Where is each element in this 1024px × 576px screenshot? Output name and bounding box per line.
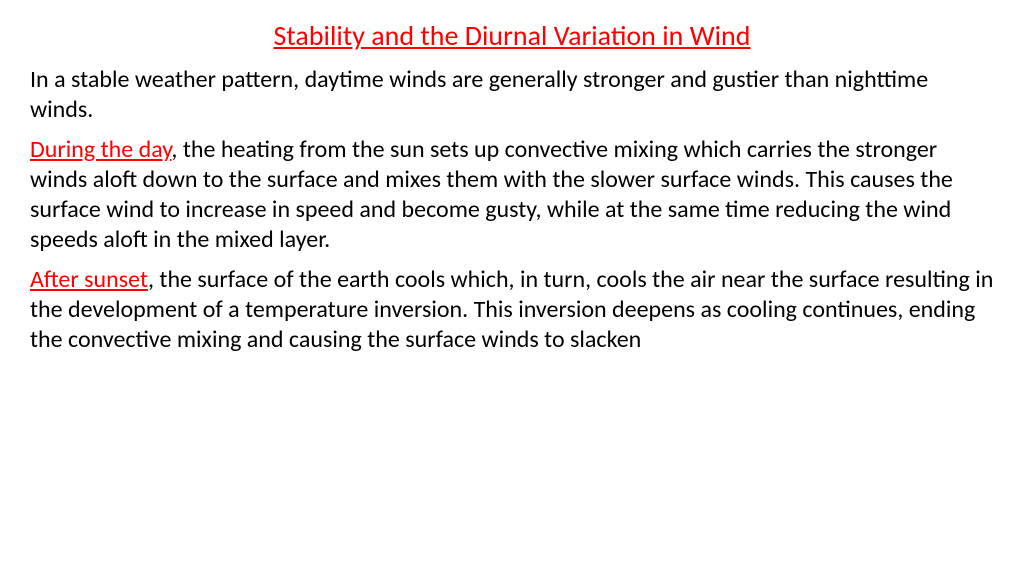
daytime-highlight: During the day: [30, 135, 171, 164]
sunset-highlight: After sunset: [30, 265, 148, 294]
sunset-paragraph: After sunset, the surface of the earth c…: [30, 265, 994, 355]
daytime-paragraph: During the day, the heating from the sun…: [30, 135, 994, 255]
intro-paragraph: In a stable weather pattern, daytime win…: [30, 65, 994, 125]
sunset-text: , the surface of the earth cools which, …: [30, 265, 993, 354]
slide-title: Stability and the Diurnal Variation in W…: [30, 18, 994, 53]
